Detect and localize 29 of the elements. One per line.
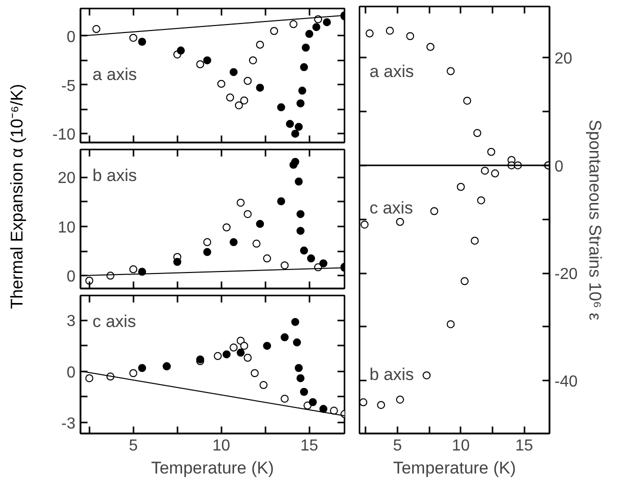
annotation: c axis [92,312,136,332]
x-tick-label: 10 [452,438,470,454]
x-tick-label: 5 [393,438,402,454]
y-tick-label: -40 [554,374,578,391]
x-tick-label: 10 [212,438,230,454]
y-tick-label: -10 [52,126,76,144]
x-tick-label: 15 [515,438,534,454]
x-tick-label: 5 [128,438,138,454]
y-tick-label: 0 [66,364,76,382]
annotation: a axis [92,64,137,84]
annotation: c axis [370,198,413,218]
y-axis-title: Spontaneous Strains 10⁶ ε [586,120,605,321]
y-tick-label: 0 [66,268,76,286]
y-tick-label: 0 [554,158,564,176]
annotation: a axis [370,62,414,82]
y-tick-label: 20 [58,170,76,188]
x-axis-title: Temperature (K) [393,458,516,478]
y-tick-label: -3 [61,416,76,433]
y-axis-title: Thermal Expansion α (10⁻⁶/K) [8,84,26,310]
x-axis-title: Temperature (K) [151,458,274,478]
annotation: b axis [370,365,414,384]
annotation: b axis [92,166,137,186]
y-tick-label: 20 [554,50,572,68]
x-tick-label: 15 [300,438,318,454]
y-tick-label: 0 [66,28,76,46]
y-tick-label: 10 [58,219,76,236]
y-tick-label: 3 [66,313,76,330]
y-tick-label: -20 [554,266,578,284]
y-tick-label: -5 [61,78,76,95]
